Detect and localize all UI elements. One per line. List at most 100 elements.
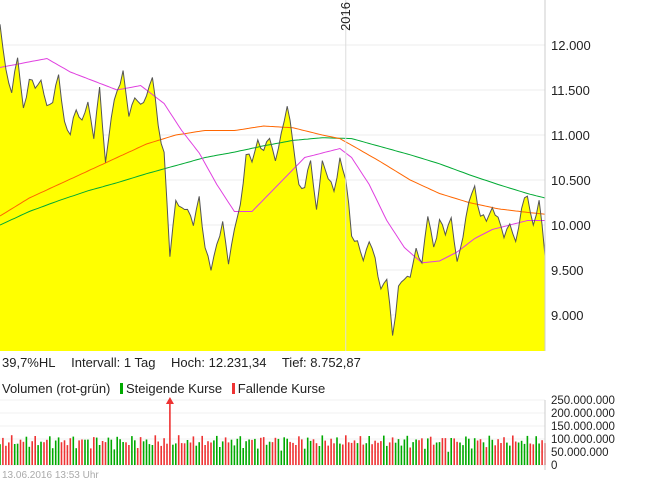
high-label: Hoch: 12.231,34 (171, 355, 267, 370)
volume-bar (5, 445, 7, 465)
volume-bar (509, 445, 511, 465)
volume-bar (22, 441, 25, 465)
price-area (0, 24, 545, 352)
volume-bar (494, 445, 496, 465)
volume-bar (409, 447, 411, 465)
volume-bar (75, 448, 77, 465)
volume-bar (78, 440, 80, 465)
moving-average-long (0, 137, 546, 226)
volume-bar (345, 435, 347, 465)
volume-bar (69, 438, 72, 465)
volume-tick-label: 200.000.000 (551, 408, 615, 420)
volume-bar (283, 437, 285, 465)
volume-bar (403, 439, 406, 465)
volume-bar (491, 439, 494, 465)
volume-bar (81, 439, 83, 465)
volume-bar (538, 443, 540, 465)
price-tick-label: 9.500 (551, 263, 584, 278)
price-tick-label: 11.000 (551, 128, 590, 143)
volume-bar (321, 435, 324, 465)
volume-legend: Volumen (rot-grün) Steigende Kurse Falle… (2, 381, 325, 396)
volume-bar (128, 445, 130, 465)
volume-bar (122, 442, 124, 465)
falling-swatch (231, 383, 235, 394)
volume-bar (482, 442, 485, 465)
volume-bar (327, 445, 329, 465)
volume-tick-label: 50.000.000 (551, 447, 609, 459)
volume-bar (350, 442, 353, 465)
moving-average-short (0, 57, 545, 264)
volume-bar (136, 448, 139, 465)
volume-bar (119, 439, 121, 465)
volume-bar (93, 437, 95, 465)
volume-bar (400, 445, 403, 465)
volume-tick-label: 100.000.000 (551, 434, 615, 446)
volume-bar (277, 438, 280, 465)
volume-bar (397, 439, 400, 465)
volume-bar (298, 436, 300, 465)
volume-bar (535, 436, 537, 465)
volume-bar (131, 436, 133, 465)
volume-bar (391, 437, 394, 465)
volume-bar (280, 450, 283, 465)
volume-bar (28, 446, 31, 465)
volume-bar (169, 402, 171, 465)
volume-tick-label: 150.000.000 (551, 421, 615, 433)
volume-bar (306, 437, 309, 465)
volume-bar (207, 441, 209, 465)
volume-bar (34, 436, 36, 465)
volume-bar (251, 439, 253, 465)
volume-axis: 250.000.000200.000.000150.000.000100.000… (551, 395, 615, 472)
volume-bar (503, 437, 505, 465)
volume-bar (40, 441, 42, 465)
volume-bar (177, 435, 180, 465)
price-axis: 12.000 11.500 11.000 10.500 10.000 9.500 9.000 (551, 38, 591, 323)
volume-bar (473, 438, 476, 465)
volume-bar (500, 443, 502, 465)
volume-bar (145, 439, 148, 465)
volume-bar (523, 443, 526, 465)
volume-legend-title: Volumen (rot-grün) (2, 381, 111, 396)
volume-bar (456, 441, 458, 465)
volume-bar (66, 445, 69, 465)
volume-bar (289, 441, 291, 465)
volume-bar (468, 438, 470, 465)
rising-legend-label: Steigende Kurse (126, 381, 223, 396)
volume-tick-label: 250.000.000 (551, 395, 615, 407)
volume-bar (485, 447, 488, 465)
volume-bar (213, 440, 215, 465)
volume-bar (394, 442, 397, 465)
volume-bar (339, 443, 341, 465)
volume-bar (54, 440, 57, 465)
volume-bar (57, 437, 60, 465)
volume-bar (245, 441, 247, 465)
volume-bar (160, 445, 162, 465)
volume-bar (380, 441, 382, 465)
volume-peak-arrow (165, 397, 174, 404)
volume-bar (406, 435, 409, 465)
volume-bar (192, 436, 195, 465)
volume-bar (49, 436, 51, 465)
volume-bar (526, 435, 529, 465)
volume-bar (63, 440, 66, 465)
volume-bar (429, 436, 432, 465)
volume-bar (462, 445, 464, 465)
volume-bar (541, 440, 543, 465)
volume-bar (295, 445, 297, 465)
low-label: Tief: 8.752,87 (281, 355, 361, 370)
volume-bar (309, 440, 312, 465)
price-tick-label: 12.000 (551, 38, 591, 53)
volume-bar (210, 442, 212, 465)
volume-bar (101, 441, 104, 465)
volume-bar (315, 443, 318, 465)
volume-bar (172, 444, 174, 465)
volume-bar (254, 438, 256, 465)
volume-bar (90, 448, 92, 465)
volume-bar (312, 439, 315, 465)
volume-bar (260, 437, 262, 465)
volume-bar (303, 448, 306, 465)
volume-bar (201, 435, 203, 465)
volume-bar (43, 442, 45, 465)
volume-bar (512, 435, 514, 465)
